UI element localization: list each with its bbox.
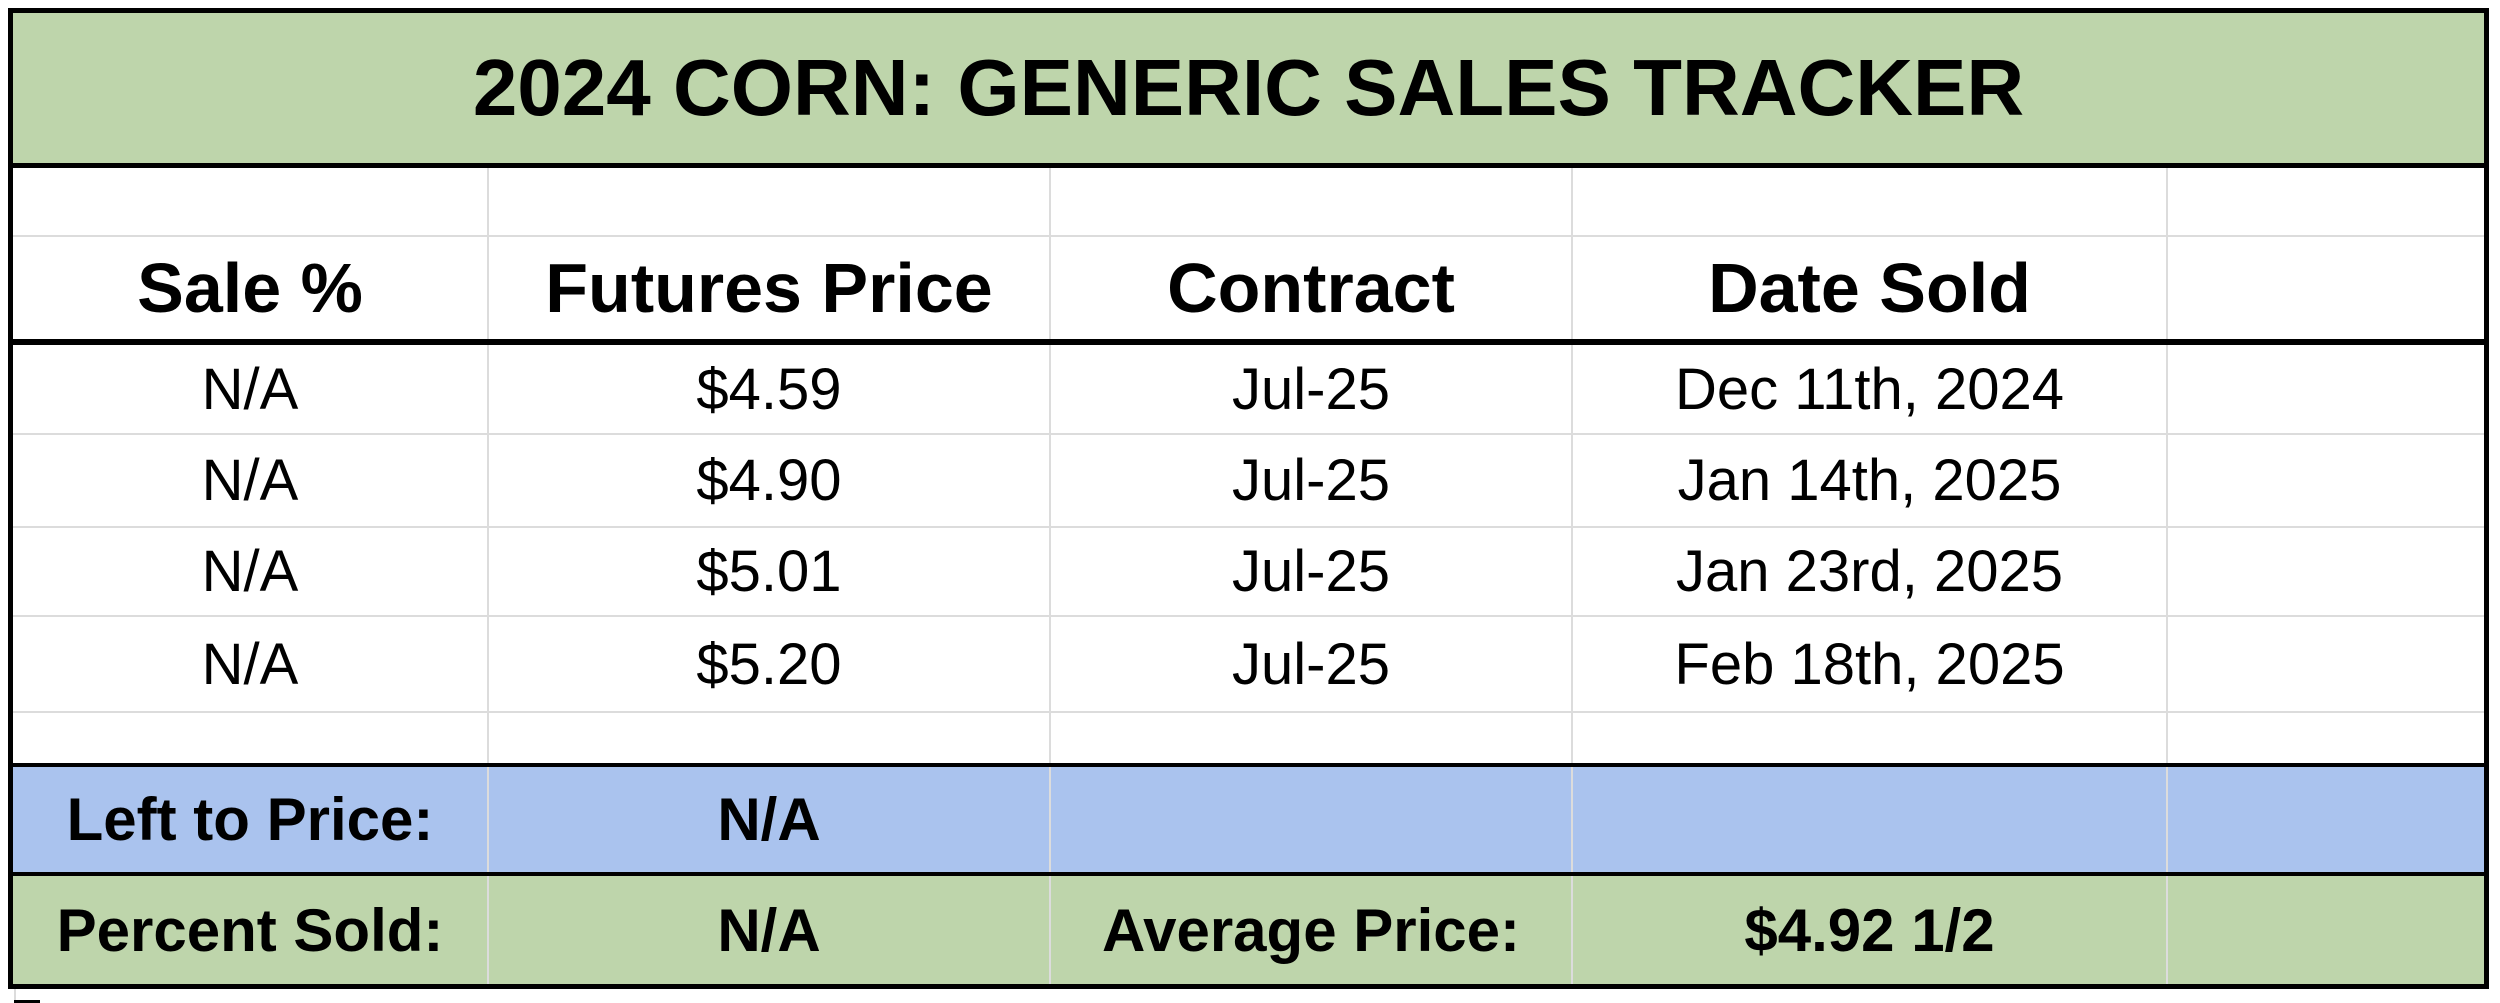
empty-cell[interactable] bbox=[1051, 767, 1573, 872]
empty-cell[interactable] bbox=[1573, 767, 2168, 872]
spacer-row-bottom bbox=[13, 713, 2484, 763]
cell-contract[interactable]: Jul-25 bbox=[1051, 617, 1573, 711]
table-row: N/A $5.01 Jul-25 Jan 23rd, 2025 bbox=[13, 528, 2484, 617]
empty-cell[interactable] bbox=[2168, 237, 2484, 339]
empty-cell[interactable] bbox=[489, 713, 1051, 763]
sales-tracker-table: 2024 CORN: GENERIC SALES TRACKER Sale % … bbox=[8, 8, 2489, 989]
empty-cell[interactable] bbox=[2168, 528, 2484, 615]
cell-contract[interactable]: Jul-25 bbox=[1051, 435, 1573, 526]
title-banner-row: 2024 CORN: GENERIC SALES TRACKER bbox=[13, 13, 2484, 168]
cell-sale-pct[interactable]: N/A bbox=[13, 345, 489, 433]
cell-date-sold[interactable]: Jan 23rd, 2025 bbox=[1573, 528, 2168, 615]
empty-cell[interactable] bbox=[2168, 168, 2484, 235]
table-row: N/A $4.90 Jul-25 Jan 14th, 2025 bbox=[13, 435, 2484, 528]
header-date-sold[interactable]: Date Sold bbox=[1573, 237, 2168, 339]
empty-cell[interactable] bbox=[1573, 168, 2168, 235]
cell-futures-price[interactable]: $4.90 bbox=[489, 435, 1051, 526]
cell-date-sold[interactable]: Jan 14th, 2025 bbox=[1573, 435, 2168, 526]
percent-sold-label[interactable]: Percent Sold: bbox=[13, 876, 489, 984]
cell-sale-pct[interactable]: N/A bbox=[13, 435, 489, 526]
cell-futures-price[interactable]: $4.59 bbox=[489, 345, 1051, 433]
cell-futures-price[interactable]: $5.01 bbox=[489, 528, 1051, 615]
empty-cell[interactable] bbox=[2168, 435, 2484, 526]
average-price-value[interactable]: $4.92 1/2 bbox=[1573, 876, 2168, 984]
cell-sale-pct[interactable]: N/A bbox=[13, 617, 489, 711]
empty-cell[interactable] bbox=[2168, 876, 2484, 984]
percent-sold-row: Percent Sold: N/A Average Price: $4.92 1… bbox=[13, 876, 2484, 984]
cell-date-sold[interactable]: Feb 18th, 2025 bbox=[1573, 617, 2168, 711]
percent-sold-value[interactable]: N/A bbox=[489, 876, 1051, 984]
empty-cell[interactable] bbox=[1573, 713, 2168, 763]
left-to-price-value[interactable]: N/A bbox=[489, 767, 1051, 872]
average-price-label[interactable]: Average Price: bbox=[1051, 876, 1573, 984]
left-to-price-label[interactable]: Left to Price: bbox=[13, 767, 489, 872]
table-row: N/A $4.59 Jul-25 Dec 11th, 2024 bbox=[13, 345, 2484, 435]
left-to-price-row: Left to Price: N/A bbox=[13, 763, 2484, 876]
empty-cell[interactable] bbox=[2168, 767, 2484, 872]
sheet-edge-artifact bbox=[14, 1000, 40, 1003]
page-title[interactable]: 2024 CORN: GENERIC SALES TRACKER bbox=[13, 13, 2484, 163]
spacer-row-top bbox=[13, 168, 2484, 237]
header-sale-pct[interactable]: Sale % bbox=[13, 237, 489, 339]
empty-cell[interactable] bbox=[13, 713, 489, 763]
header-contract[interactable]: Contract bbox=[1051, 237, 1573, 339]
cell-contract[interactable]: Jul-25 bbox=[1051, 528, 1573, 615]
sheet-gridline-artifact bbox=[14, 989, 16, 1003]
column-header-row: Sale % Futures Price Contract Date Sold bbox=[13, 237, 2484, 345]
empty-cell[interactable] bbox=[1051, 168, 1573, 235]
empty-cell[interactable] bbox=[489, 168, 1051, 235]
empty-cell[interactable] bbox=[1051, 713, 1573, 763]
cell-contract[interactable]: Jul-25 bbox=[1051, 345, 1573, 433]
empty-cell[interactable] bbox=[2168, 713, 2484, 763]
cell-date-sold[interactable]: Dec 11th, 2024 bbox=[1573, 345, 2168, 433]
empty-cell[interactable] bbox=[2168, 617, 2484, 711]
empty-cell[interactable] bbox=[13, 168, 489, 235]
header-futures-price[interactable]: Futures Price bbox=[489, 237, 1051, 339]
table-row: N/A $5.20 Jul-25 Feb 18th, 2025 bbox=[13, 617, 2484, 713]
empty-cell[interactable] bbox=[2168, 345, 2484, 433]
cell-sale-pct[interactable]: N/A bbox=[13, 528, 489, 615]
cell-futures-price[interactable]: $5.20 bbox=[489, 617, 1051, 711]
